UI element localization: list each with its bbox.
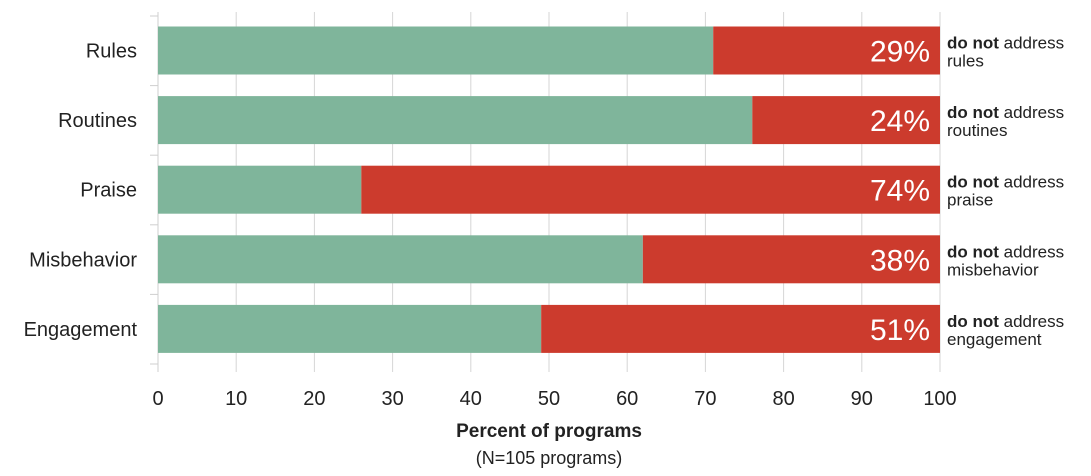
- annotation-line-2: misbehavior: [947, 260, 1039, 279]
- x-axis-title: Percent of programs: [456, 421, 642, 442]
- x-axis-subtitle: (N=105 programs): [476, 448, 623, 468]
- bars: [158, 26, 940, 353]
- category-label: Misbehavior: [29, 249, 137, 271]
- x-tick-label: 20: [303, 388, 325, 410]
- category-label: Engagement: [24, 319, 138, 341]
- annotation-line-1: do not address: [947, 312, 1064, 331]
- x-tick-label: 30: [381, 388, 403, 410]
- bar-rules-segment-2: [713, 26, 940, 75]
- x-tick-label: 70: [694, 388, 716, 410]
- x-tick-label: 80: [772, 388, 794, 410]
- category-label: Rules: [86, 41, 137, 63]
- annotation-line-2: engagement: [947, 330, 1042, 349]
- annotation-line-1: do not address: [947, 34, 1064, 53]
- annotation-rest: address: [999, 242, 1064, 261]
- category-label: Routines: [58, 110, 137, 132]
- x-tick-label: 10: [225, 388, 247, 410]
- x-tick-label: 0: [152, 388, 163, 410]
- x-tick-label: 60: [616, 388, 638, 410]
- annotation-rest: address: [999, 103, 1064, 122]
- annotation-line-2: routines: [947, 121, 1007, 140]
- bar-routines-segment-1: [158, 96, 753, 145]
- annotation-line-2: praise: [947, 191, 993, 210]
- bar-value-label: 38%: [870, 244, 930, 277]
- annotation-line-1: do not address: [947, 103, 1064, 122]
- bar-value-label: 29%: [870, 36, 930, 69]
- annotation-rest: address: [999, 34, 1064, 53]
- annotation-line-2: rules: [947, 52, 984, 71]
- x-tick-label: 50: [538, 388, 560, 410]
- bar-praise-segment-2: [361, 165, 940, 214]
- annotation-rest: address: [999, 173, 1064, 192]
- x-tick-label: 90: [851, 388, 873, 410]
- bar-routines-segment-2: [752, 96, 940, 145]
- bar-value-label: 24%: [870, 105, 930, 138]
- annotation-rest: address: [999, 312, 1064, 331]
- annotation-bold: do not: [947, 103, 999, 122]
- x-tick-label: 40: [460, 388, 482, 410]
- bar-misbehavior-segment-1: [158, 235, 643, 284]
- bar-value-label: 51%: [870, 314, 930, 347]
- annotation-line-1: do not address: [947, 242, 1064, 261]
- bar-value-label: 74%: [870, 175, 930, 208]
- category-label: Praise: [80, 180, 137, 202]
- bar-misbehavior-segment-2: [642, 235, 940, 284]
- bar-rules-segment-1: [158, 26, 714, 75]
- bar-engagement-segment-1: [158, 304, 542, 353]
- annotation-bold: do not: [947, 312, 999, 331]
- annotation-bold: do not: [947, 242, 999, 261]
- annotation-bold: do not: [947, 34, 999, 53]
- bar-engagement-segment-2: [541, 304, 940, 353]
- annotation-bold: do not: [947, 173, 999, 192]
- labels: 0 10 20 30 40 50 60 70 80 90 100 Rules 29% do not add…: [24, 34, 1065, 411]
- annotation-line-1: do not address: [947, 173, 1064, 192]
- bar-praise-segment-1: [158, 165, 362, 214]
- x-tick-label: 100: [923, 388, 956, 410]
